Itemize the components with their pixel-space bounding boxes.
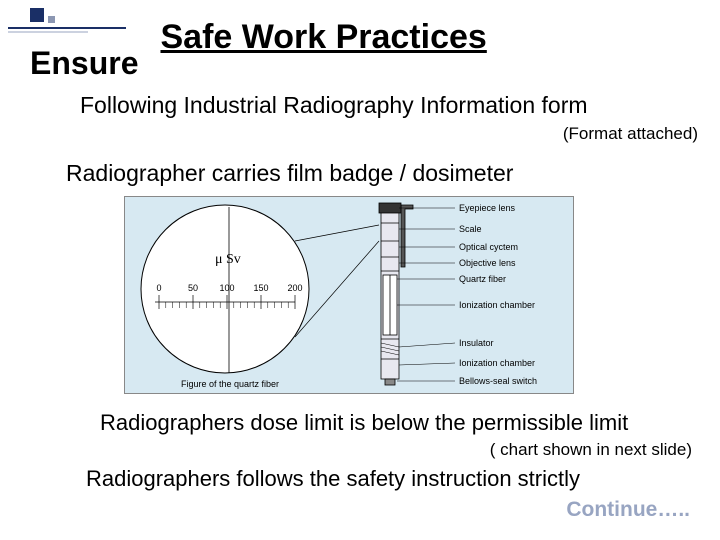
bullet-1: Following Industrial Radiography Informa… [80,92,588,119]
continue-text: Continue….. [566,498,690,522]
dosimeter-svg: μ Sv 0 50 100 150 200 Figure of the quar… [125,197,575,395]
svg-text:100: 100 [219,283,234,293]
bullet-3: Radiographers dose limit is below the pe… [100,410,628,436]
bullet-4: Radiographers follows the safety instruc… [86,466,580,492]
bullet-1-note: (Format attached) [563,124,698,144]
svg-text:150: 150 [253,283,268,293]
pen-dosimeter [379,203,413,385]
unit-label: μ Sv [215,252,241,267]
svg-text:200: 200 [287,283,302,293]
dosimeter-diagram: μ Sv 0 50 100 150 200 Figure of the quar… [124,196,574,394]
svg-text:0: 0 [156,283,161,293]
svg-text:Optical cyctem: Optical cyctem [459,242,518,252]
svg-text:50: 50 [188,283,198,293]
svg-text:Ionization chamber: Ionization chamber [459,300,535,310]
title-prefix: Ensure [30,45,138,82]
svg-text:Eyepiece lens: Eyepiece lens [459,203,516,213]
svg-text:Insulator: Insulator [459,338,494,348]
diagram-caption: Figure of the quartz fiber [181,379,279,389]
bullet-3-note: ( chart shown in next slide) [490,440,692,460]
svg-text:Ionization chamber: Ionization chamber [459,358,535,368]
bullet-2: Radiographer carries film badge / dosime… [66,160,513,187]
svg-text:Scale: Scale [459,224,482,234]
svg-text:Quartz fiber: Quartz fiber [459,274,506,284]
svg-text:Bellows-seal switch: Bellows-seal switch [459,376,537,386]
svg-text:Objective lens: Objective lens [459,258,516,268]
page-title: Safe Work Practices [160,18,486,57]
